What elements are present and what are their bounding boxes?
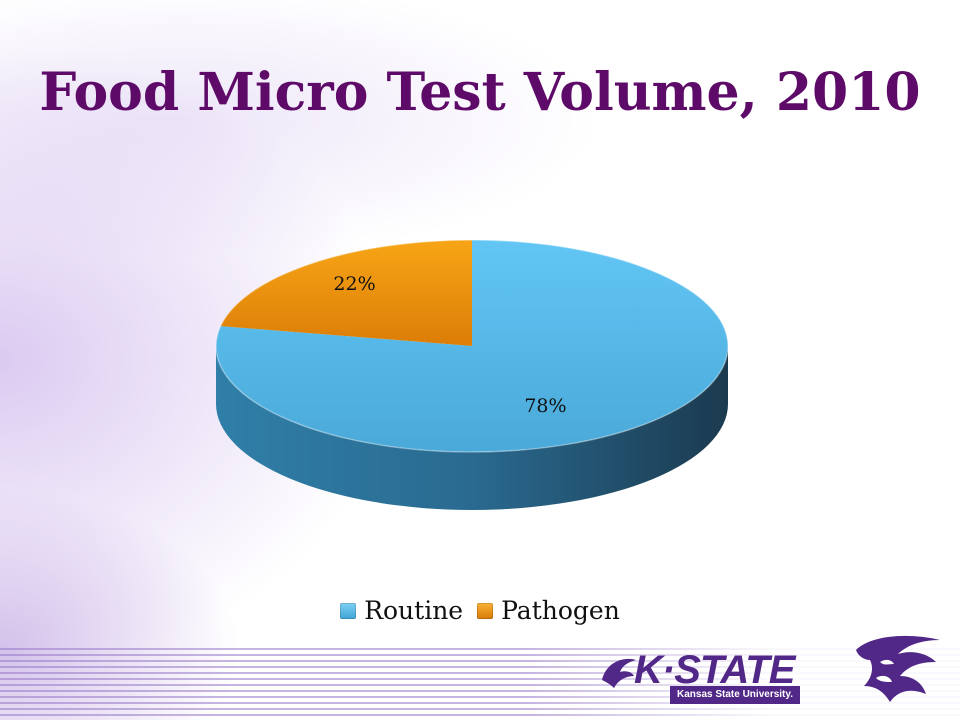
legend-label-routine: Routine <box>364 596 464 625</box>
footer-stripes <box>0 648 960 720</box>
chart-legend: Routine Pathogen <box>0 596 960 625</box>
kstate-subtitle: Kansas State University. <box>670 686 800 704</box>
pie-label-routine: 78% <box>524 395 566 417</box>
pie-rim <box>215 239 729 453</box>
legend-swatch-routine <box>340 602 357 619</box>
slide-title: Food Micro Test Volume, 2010 <box>39 62 921 123</box>
wildcat-logo-icon <box>856 635 940 702</box>
kstate-logo: K·STATE Kansas State University. <box>598 648 804 706</box>
pie-label-pathogen: 22% <box>333 273 375 295</box>
legend-item-pathogen: Pathogen <box>477 596 620 625</box>
pie-side-wall <box>216 346 728 510</box>
pie-slice-pathogen <box>220 240 472 346</box>
legend-swatch-pathogen <box>477 602 494 619</box>
legend-label-pathogen: Pathogen <box>501 596 620 625</box>
legend-item-routine: Routine <box>340 596 463 625</box>
kstate-wordmark: K·STATE <box>634 648 795 692</box>
wildcat-small-icon <box>602 658 636 688</box>
